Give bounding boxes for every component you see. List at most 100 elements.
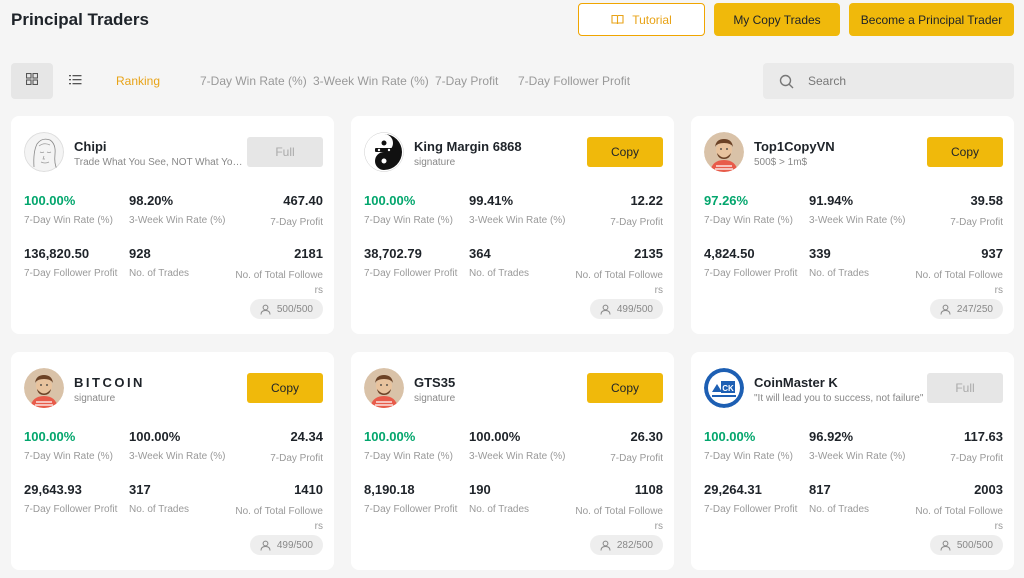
search-box[interactable] (763, 63, 1014, 99)
user-icon (940, 540, 951, 551)
trader-card[interactable]: Chipi Trade What You See, NOT What You T… (11, 116, 334, 334)
tutorial-button[interactable]: Tutorial (578, 3, 705, 36)
win-rate-3week-value: 98.20% (129, 193, 174, 208)
trader-name[interactable]: Top1CopyVN (754, 139, 835, 154)
profit-7day-value: 39.58 (970, 193, 1003, 208)
tab-7day-follower-profit[interactable]: 7-Day Follower Profit (518, 74, 631, 88)
win-rate-3week-value: 91.94% (809, 193, 854, 208)
sketch-avatar[interactable] (24, 132, 64, 172)
copier-capacity-badge: 499/500 (589, 299, 663, 319)
my-copy-trades-button[interactable]: My Copy Trades (714, 3, 840, 36)
trades-count-label: No. of Trades (809, 268, 870, 279)
svg-text:CK: CK (722, 384, 734, 393)
follower-profit-value: 38,702.79 (364, 246, 422, 261)
total-followers-value: 2135 (634, 246, 663, 261)
capacity-value: 499/500 (276, 539, 313, 551)
trader-name[interactable]: GTS35 (414, 375, 456, 390)
default-avatar[interactable] (364, 368, 404, 408)
win-rate-3week-value: 100.00% (129, 429, 181, 444)
total-followers-label: No. of Total Followers (235, 270, 323, 296)
win-rate-7day-label: 7-Day Win Rate (%) (704, 451, 793, 462)
trades-count-value: 364 (469, 246, 491, 261)
user-icon (600, 540, 611, 551)
become-principal-trader-button[interactable]: Become a Principal Trader (849, 3, 1014, 36)
profit-7day-value: 26.30 (630, 429, 663, 444)
trader-card[interactable]: Top1CopyVN 500$ > 1m$ Copy 97.26% 7-Day … (691, 116, 1014, 334)
tab-ranking[interactable]: Ranking (116, 74, 161, 88)
total-followers-value: 1108 (634, 482, 663, 497)
default-avatar[interactable] (24, 368, 64, 408)
search-input[interactable] (808, 74, 988, 88)
win-rate-7day-label: 7-Day Win Rate (%) (364, 451, 453, 462)
trades-count-label: No. of Trades (469, 504, 530, 515)
total-followers-label: No. of Total Followers (575, 270, 663, 296)
copy-button[interactable]: Copy (587, 373, 663, 403)
win-rate-3week-label: 3-Week Win Rate (%) (809, 215, 906, 226)
tab-7day-profit[interactable]: 7-Day Profit (435, 74, 499, 88)
win-rate-7day-value: 100.00% (364, 429, 416, 444)
trader-name[interactable]: CoinMaster K (754, 375, 838, 390)
win-rate-3week-value: 100.00% (469, 429, 521, 444)
trader-name[interactable]: BITCOIN (74, 375, 145, 390)
trader-signature: signature (74, 393, 116, 404)
total-followers-label: No. of Total Followers (235, 506, 323, 532)
grid-view-button[interactable] (11, 63, 53, 99)
user-icon (600, 304, 611, 315)
total-followers-value: 937 (981, 246, 1003, 261)
win-rate-7day-value: 97.26% (704, 193, 749, 208)
follower-profit-value: 8,190.18 (364, 482, 415, 497)
list-icon (68, 72, 82, 90)
user-icon (260, 540, 271, 551)
total-followers-label: No. of Total Followers (575, 506, 663, 532)
win-rate-7day-value: 100.00% (364, 193, 416, 208)
follower-profit-label: 7-Day Follower Profit (24, 268, 118, 279)
trader-card[interactable]: GTS35 signature Copy 100.00% 7-Day Win R… (351, 352, 674, 570)
profit-7day-value: 117.63 (963, 429, 1003, 444)
copy-button[interactable]: Copy (927, 137, 1003, 167)
profit-7day-label: 7-Day Profit (270, 217, 323, 228)
grid-icon (25, 72, 39, 90)
trader-signature: signature (414, 157, 456, 168)
profit-7day-label: 7-Day Profit (950, 217, 1003, 228)
trader-name[interactable]: King Margin 6868 (414, 139, 522, 154)
copy-button[interactable]: Copy (587, 137, 663, 167)
trader-card[interactable]: King Margin 6868 signature Copy 100.00% … (351, 116, 674, 334)
copy-button[interactable]: Copy (247, 373, 323, 403)
follower-profit-value: 29,264.31 (704, 482, 762, 497)
tutorial-label: Tutorial (632, 12, 672, 27)
trades-count-label: No. of Trades (469, 268, 530, 279)
total-followers-label: No. of Total Followers (915, 506, 1003, 532)
trades-count-label: No. of Trades (129, 504, 190, 515)
win-rate-3week-value: 96.92% (809, 429, 854, 444)
trader-signature: signature (414, 393, 456, 404)
total-followers-value: 1410 (294, 482, 323, 497)
tab-7day-win-rate[interactable]: 7-Day Win Rate (%) (200, 74, 307, 88)
copier-capacity-badge: 500/500 (929, 535, 1003, 555)
follower-profit-label: 7-Day Follower Profit (704, 268, 798, 279)
copier-capacity-badge: 247/250 (929, 299, 1003, 319)
profit-7day-label: 7-Day Profit (270, 453, 323, 464)
trader-name[interactable]: Chipi (74, 139, 107, 154)
trades-count-label: No. of Trades (129, 268, 190, 279)
yin-yang-avatar[interactable] (364, 132, 404, 172)
trader-card[interactable]: BITCOIN signature Copy 100.00% 7-Day Win… (11, 352, 334, 570)
win-rate-3week-value: 99.41% (469, 193, 514, 208)
trades-count-value: 190 (469, 482, 491, 497)
copier-capacity-badge: 500/500 (249, 299, 323, 319)
trader-card[interactable]: CK CoinMaster K "It will lead you to suc… (691, 352, 1014, 570)
copy-button[interactable]: Full (247, 137, 323, 167)
follower-profit-label: 7-Day Follower Profit (24, 504, 118, 515)
win-rate-7day-value: 100.00% (24, 193, 76, 208)
copy-button[interactable]: Full (927, 373, 1003, 403)
default-avatar[interactable] (704, 132, 744, 172)
win-rate-7day-label: 7-Day Win Rate (%) (704, 215, 793, 226)
capacity-value: 282/500 (616, 539, 653, 551)
trader-signature: "It will lead you to success, not failur… (754, 393, 924, 404)
list-view-button[interactable] (56, 63, 94, 99)
trades-count-value: 817 (809, 482, 831, 497)
tab-3week-win-rate[interactable]: 3-Week Win Rate (%) (313, 74, 429, 88)
ck-logo-avatar[interactable]: CK (704, 368, 744, 408)
profit-7day-label: 7-Day Profit (950, 453, 1003, 464)
follower-profit-label: 7-Day Follower Profit (704, 504, 798, 515)
win-rate-7day-label: 7-Day Win Rate (%) (364, 215, 453, 226)
